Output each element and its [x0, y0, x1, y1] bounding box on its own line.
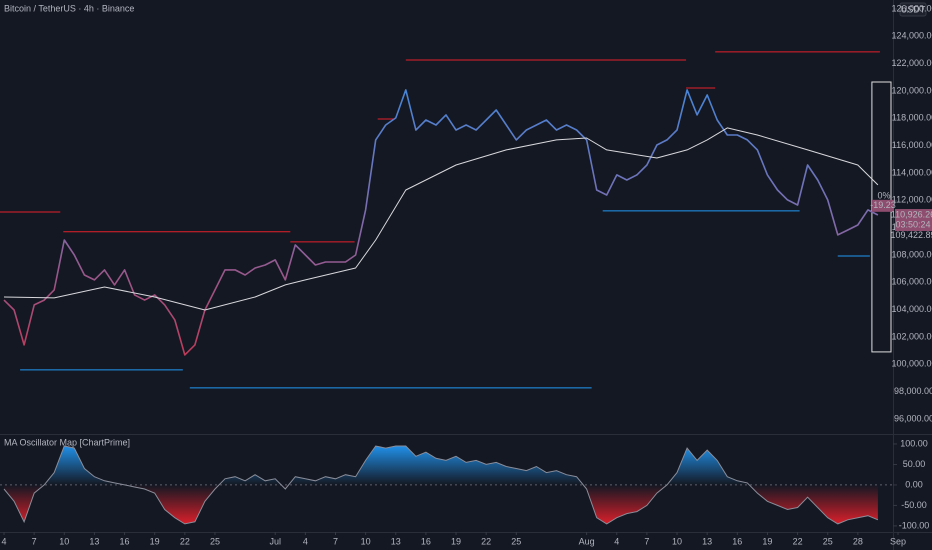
- y-tick-label: 102,000.00: [891, 331, 932, 341]
- countdown: 03:50:24: [895, 219, 930, 229]
- x-tick-label: 10: [361, 536, 371, 546]
- y-tick-label: 114,000.00: [892, 167, 932, 177]
- x-tick-label: Aug: [579, 536, 595, 546]
- x-tick-label: 22: [793, 536, 803, 546]
- y-tick-label: -50.00: [901, 500, 927, 510]
- x-tick-label: 4: [303, 536, 308, 546]
- prev-price-label: 109,422.89: [890, 230, 932, 240]
- price-line: [3, 89, 879, 356]
- x-tick-label: 7: [32, 536, 37, 546]
- y-tick-label: 0.00: [905, 479, 923, 489]
- x-tick-label: 19: [762, 536, 772, 546]
- oscillator-area: [4, 446, 878, 524]
- indicator-title: MA Oscillator Map [ChartPrime]: [4, 437, 130, 447]
- x-tick-label: 28: [853, 536, 863, 546]
- y-tick-label: 108,000.00: [891, 249, 932, 259]
- x-tick-label: 4: [614, 536, 619, 546]
- y-tick-label: 100.00: [900, 438, 928, 448]
- price-label: 110,926.26: [891, 209, 932, 219]
- y-tick-label: 104,000.00: [891, 304, 932, 314]
- range-change: -19.23: [870, 200, 896, 210]
- y-tick-label: 126,000.00: [891, 3, 932, 13]
- x-tick-label: 16: [732, 536, 742, 546]
- chart-title: Bitcoin / TetherUS · 4h · Binance: [4, 3, 134, 13]
- x-tick-label: 10: [59, 536, 69, 546]
- x-tick-label: 19: [451, 536, 461, 546]
- currency-badge[interactable]: [899, 2, 927, 17]
- x-tick-label: Jul: [269, 536, 281, 546]
- x-tick-label: 16: [421, 536, 431, 546]
- x-tick-label: 10: [672, 536, 682, 546]
- oscillator-line: [3, 445, 879, 525]
- x-tick-label: 13: [702, 536, 712, 546]
- x-tick-label: 7: [333, 536, 338, 546]
- y-tick-label: 112,000.00: [892, 195, 932, 205]
- x-tick-label: 25: [823, 536, 833, 546]
- y-tick-label: 96,000.00: [894, 413, 932, 423]
- x-tick-label: 22: [180, 536, 190, 546]
- y-tick-label: 100,000.00: [891, 359, 932, 369]
- y-tick-label: 124,000.00: [891, 31, 932, 41]
- y-tick-label: 120,000.00: [891, 85, 932, 95]
- y-tick-label: 98,000.00: [894, 386, 932, 396]
- range-box: [871, 81, 892, 353]
- range-change-bg: [872, 199, 894, 212]
- x-tick-label: 19: [150, 536, 160, 546]
- y-tick-label: -100.00: [899, 520, 930, 530]
- y-tick-label: 116,000.00: [892, 140, 932, 150]
- x-tick-label: 7: [644, 536, 649, 546]
- x-tick-label: 25: [511, 536, 521, 546]
- moving-average: [3, 127, 879, 311]
- currency[interactable]: USDT: [901, 4, 926, 14]
- x-tick-label: 4: [2, 536, 7, 546]
- y-tick-label: 106,000.00: [891, 277, 932, 287]
- y-tick-label: 118,000.00: [892, 113, 932, 123]
- range-percent: 0%: [877, 191, 890, 201]
- x-tick-label: 13: [89, 536, 99, 546]
- x-tick-label: 25: [210, 536, 220, 546]
- x-tick-label: 22: [481, 536, 491, 546]
- y-tick-label: 122,000.00: [891, 58, 932, 68]
- price-label-bg: [895, 209, 932, 232]
- x-tick-label: Sep: [890, 536, 906, 546]
- x-tick-label: 13: [391, 536, 401, 546]
- y-tick-label: 50.00: [903, 459, 926, 469]
- x-tick-label: 16: [120, 536, 130, 546]
